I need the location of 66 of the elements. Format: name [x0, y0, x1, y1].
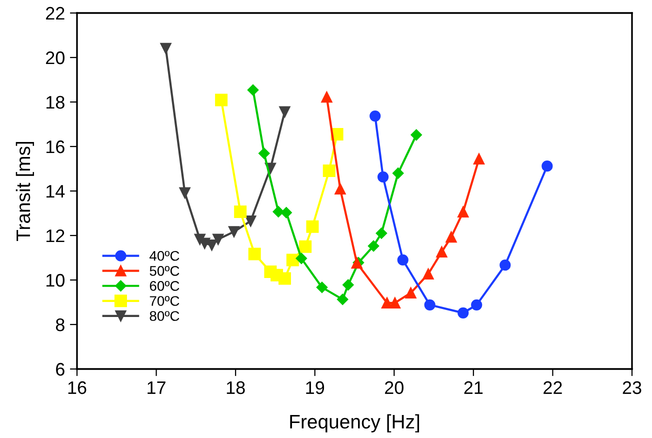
- point: [316, 282, 328, 293]
- point: [422, 268, 434, 280]
- legend-label: 70ºC: [150, 296, 180, 306]
- legend-label: 40ºC: [150, 250, 180, 261]
- x-tick-label: 20: [385, 381, 404, 394]
- legend-label: 60ºC: [150, 281, 180, 291]
- x-tick-label: 22: [544, 381, 562, 394]
- point: [334, 183, 346, 195]
- point: [397, 254, 408, 266]
- point: [179, 187, 190, 198]
- point: [286, 254, 299, 266]
- point: [370, 110, 381, 122]
- x-tick-label: 19: [306, 381, 324, 394]
- legend-label: 50ºC: [150, 266, 180, 276]
- y-tick-label: 8: [56, 318, 64, 332]
- point: [306, 220, 319, 233]
- point: [299, 240, 312, 253]
- y-tick-label: 10: [46, 274, 64, 287]
- point: [234, 205, 247, 218]
- point: [160, 42, 172, 54]
- point: [424, 299, 436, 310]
- point: [342, 279, 354, 290]
- point: [228, 226, 240, 238]
- point: [392, 168, 404, 179]
- y-tick-label: 18: [46, 96, 64, 109]
- y-tick-label: 12: [46, 229, 64, 242]
- legend-label: 80ºC: [150, 311, 180, 321]
- point: [258, 148, 270, 160]
- point: [542, 160, 553, 172]
- point: [212, 234, 224, 245]
- y-axis-title: Transit [ms]: [16, 142, 34, 241]
- point: [296, 252, 307, 264]
- point: [245, 215, 256, 227]
- point: [368, 240, 380, 252]
- point: [471, 299, 482, 310]
- point: [337, 294, 348, 305]
- point: [405, 287, 416, 298]
- point: [500, 260, 511, 271]
- x-tick-label: 17: [148, 381, 166, 394]
- point: [446, 232, 457, 243]
- point: [279, 106, 290, 118]
- point: [410, 129, 422, 141]
- point: [458, 206, 469, 218]
- point: [376, 228, 388, 239]
- point: [377, 171, 389, 183]
- point: [280, 206, 292, 218]
- y-tick-label: 14: [46, 185, 65, 198]
- x-tick-label: 16: [68, 381, 86, 394]
- point: [458, 307, 469, 318]
- point: [278, 272, 291, 285]
- y-tick-label: 22: [46, 6, 64, 20]
- point: [322, 164, 336, 178]
- x-tick-label: 18: [226, 381, 245, 394]
- y-tick-label: 6: [56, 362, 64, 376]
- y-tick-label: 20: [46, 51, 64, 64]
- point: [272, 206, 284, 218]
- x-tick-label: 21: [464, 381, 483, 394]
- point: [473, 153, 485, 165]
- point: [436, 246, 448, 258]
- point: [215, 94, 228, 106]
- point: [248, 248, 261, 260]
- y-tick-label: 16: [46, 140, 64, 154]
- point: [321, 92, 332, 103]
- x-tick-label: 23: [622, 381, 642, 394]
- point: [247, 84, 259, 96]
- x-axis-title: Frequency [Hz]: [290, 414, 420, 432]
